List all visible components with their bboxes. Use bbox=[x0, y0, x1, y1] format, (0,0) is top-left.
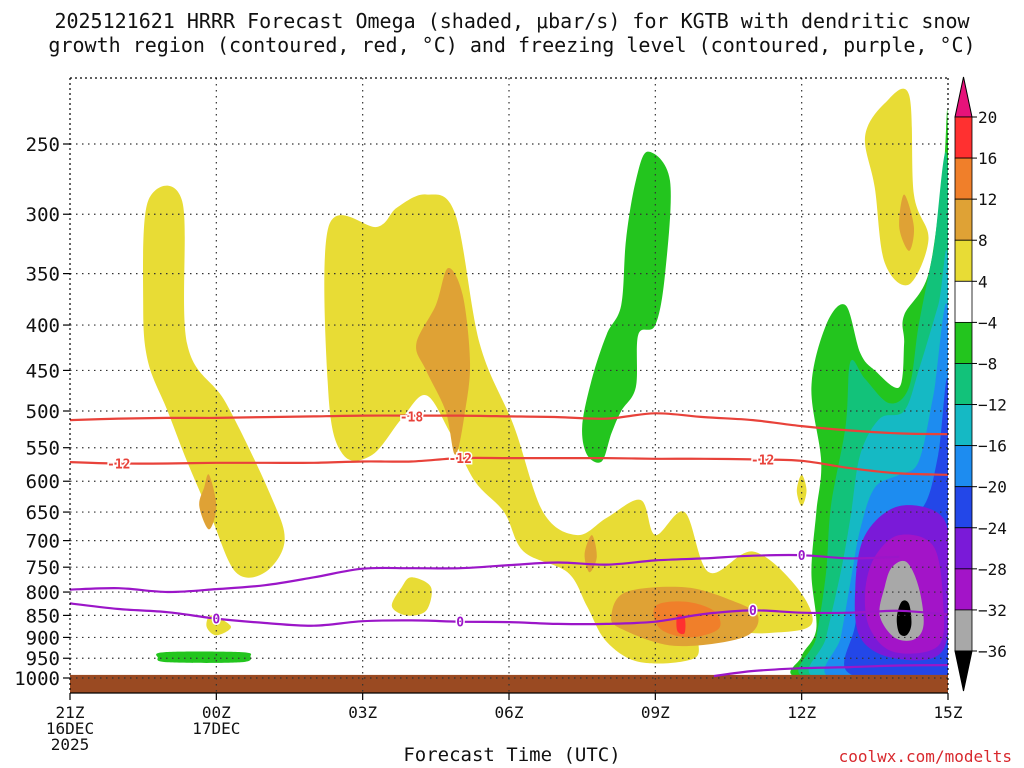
ground-layer bbox=[70, 674, 948, 693]
omega-region-4to8-4 bbox=[864, 88, 929, 286]
y-tick-label-550: 550 bbox=[26, 438, 60, 460]
contour-labels: -18 -12 -12 -12 0 0 0 0 bbox=[106, 409, 808, 632]
ground-surface bbox=[70, 674, 948, 693]
chart-title-line2: growth region (contoured, red, °C) and f… bbox=[48, 33, 976, 57]
y-tick-label-1000: 1000 bbox=[14, 668, 60, 690]
colorbar-top-cap bbox=[954, 76, 973, 118]
omega-region--4to-8-14 bbox=[156, 651, 252, 663]
colorbar-bin-2 bbox=[954, 198, 973, 241]
y-tick-label-350: 350 bbox=[26, 264, 60, 286]
x-tick-label-0-1: 16DEC bbox=[46, 719, 94, 738]
y-tick-label-800: 800 bbox=[26, 582, 60, 604]
contour-freezing-level-0-lower bbox=[70, 602, 948, 627]
x-tick-label-3-0: 00Z bbox=[202, 703, 231, 722]
colorbar-bin-10 bbox=[954, 527, 973, 570]
x-tick-label-9-0: 06Z bbox=[495, 703, 524, 722]
credit-link[interactable]: coolwx.com/modelts bbox=[838, 747, 1012, 766]
contour-label-dgz-minus-12-2: -12 bbox=[751, 453, 774, 468]
omega-region-8to12-7 bbox=[199, 474, 217, 530]
colorbar-label-8: −16 bbox=[978, 437, 1007, 456]
colorbar-bin-11 bbox=[954, 568, 973, 611]
colorbar-label-11: −28 bbox=[978, 560, 1007, 579]
y-tick-label-700: 700 bbox=[26, 531, 60, 553]
x-tick-label-0-0: 21Z bbox=[56, 703, 85, 722]
colorbar-bin-4 bbox=[954, 280, 973, 323]
x-tick-label-0-2: 2025 bbox=[51, 735, 90, 754]
x-tick-label-15-0: 12Z bbox=[787, 703, 816, 722]
omega-region-8to12-6 bbox=[416, 267, 471, 455]
contour-label-freezing-level-0-lower-1: 0 bbox=[456, 616, 464, 631]
omega-region-4to8-5 bbox=[796, 474, 807, 507]
colorbar: 20 16 12 8 4 −4 −8 −12 −16 −20 −24 −28 −32 −36 bbox=[954, 76, 1007, 692]
y-tick-label-250: 250 bbox=[26, 134, 60, 156]
colorbar-bottom-cap bbox=[954, 650, 973, 692]
contour-label-freezing-level-0-upper-0: 0 bbox=[798, 549, 806, 564]
colorbar-bin-0 bbox=[954, 116, 973, 159]
colorbar-label-13: −36 bbox=[978, 642, 1007, 661]
contour-dgz-minus-18 bbox=[70, 412, 948, 436]
y-axis: 2503003504004505005506006507007508008509… bbox=[14, 134, 70, 690]
colorbar-bin-9 bbox=[954, 486, 973, 529]
y-tick-label-500: 500 bbox=[26, 401, 60, 423]
contour-label-dgz-minus-12-0: -12 bbox=[107, 457, 130, 472]
y-tick-label-450: 450 bbox=[26, 360, 60, 382]
contour-label-freezing-level-0-lower-0: 0 bbox=[212, 613, 220, 628]
contour-freezing-level-0-upper bbox=[70, 553, 900, 594]
y-tick-label-900: 900 bbox=[26, 627, 60, 649]
omega-region-4to8-0 bbox=[142, 185, 285, 578]
omega-region--32to-36-22 bbox=[879, 560, 924, 641]
omega-region-12to16-11 bbox=[653, 601, 721, 638]
contour-freezing-level-0-surface bbox=[713, 664, 948, 678]
colorbar-bin-5 bbox=[954, 321, 973, 364]
colorbar-bin-7 bbox=[954, 404, 973, 447]
omega-region-8to12-10 bbox=[899, 194, 915, 251]
y-tick-label-750: 750 bbox=[26, 557, 60, 579]
colorbar-label-9: −20 bbox=[978, 478, 1007, 497]
omega-region--4to-8-13 bbox=[582, 151, 671, 463]
colorbar-bin-8 bbox=[954, 445, 973, 488]
colorbar-label-2: 12 bbox=[978, 190, 997, 209]
colorbar-label-1: 16 bbox=[978, 149, 997, 168]
colorbar-bin-3 bbox=[954, 239, 973, 282]
contour-layer bbox=[70, 412, 948, 678]
contour-label-freezing-level-0-lower-2: 0 bbox=[749, 604, 757, 619]
y-tick-label-300: 300 bbox=[26, 204, 60, 226]
contour-label-dgz-minus-12-1: -12 bbox=[448, 452, 471, 467]
x-tick-label-6-0: 03Z bbox=[348, 703, 377, 722]
x-axis-label: Forecast Time (UTC) bbox=[403, 744, 621, 766]
y-tick-label-850: 850 bbox=[26, 605, 60, 627]
colorbar-label-3: 8 bbox=[978, 231, 988, 250]
colorbar-label-10: −24 bbox=[978, 519, 1007, 538]
x-tick-label-3-1: 17DEC bbox=[192, 719, 240, 738]
x-tick-label-12-0: 09Z bbox=[641, 703, 670, 722]
omega-region-4to8-2 bbox=[391, 577, 432, 616]
omega-region-4to8-3 bbox=[206, 615, 232, 636]
y-tick-label-600: 600 bbox=[26, 471, 60, 493]
colorbar-bin-6 bbox=[954, 363, 973, 405]
colorbar-bin-12 bbox=[954, 609, 973, 652]
colorbar-bin-1 bbox=[954, 157, 973, 200]
omega-region-16to20-12 bbox=[676, 614, 686, 635]
x-tick-label-18-0: 15Z bbox=[934, 703, 963, 722]
contour-label-dgz-minus-18-0: -18 bbox=[400, 410, 424, 425]
contour-dgz-minus-12 bbox=[70, 456, 948, 476]
grid-layer bbox=[70, 78, 948, 693]
colorbar-label-0: 20 bbox=[978, 108, 997, 127]
colorbar-label-12: −32 bbox=[978, 601, 1007, 620]
y-tick-label-650: 650 bbox=[26, 502, 60, 524]
y-tick-label-400: 400 bbox=[26, 315, 60, 337]
colorbar-label-7: −12 bbox=[978, 396, 1007, 415]
colorbar-label-6: −8 bbox=[978, 354, 997, 373]
colorbar-label-5: −4 bbox=[978, 313, 997, 332]
colorbar-label-4: 4 bbox=[978, 272, 988, 291]
omega-region-below-36-23 bbox=[896, 600, 912, 636]
y-tick-label-950: 950 bbox=[26, 648, 60, 670]
chart-title-line1: 2025121621 HRRR Forecast Omega (shaded, … bbox=[54, 9, 970, 33]
